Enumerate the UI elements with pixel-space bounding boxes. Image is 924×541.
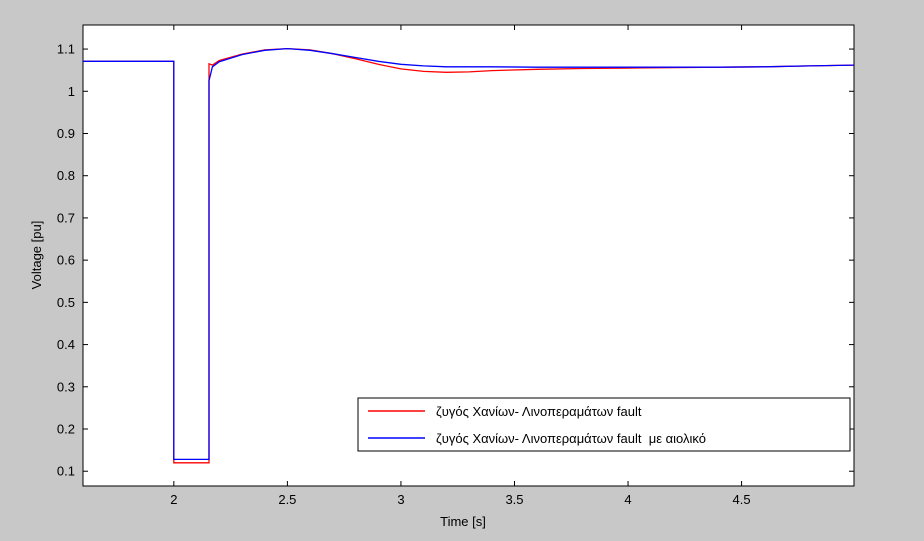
- series-line-1: [83, 47, 855, 461]
- legend-label-red: ζυγός Χανίων- Λινοπεραμάτων fault: [436, 404, 642, 419]
- y-tick-label: 0.6: [57, 253, 75, 268]
- x-tick-label: 4.5: [733, 492, 751, 507]
- y-tick-label: 0.4: [57, 337, 75, 352]
- y-tick-label: 1.1: [57, 42, 75, 57]
- x-tick-label: 3.5: [505, 492, 523, 507]
- legend-label-blue: ζυγός Χανίων- Λινοπεραμάτων fault με αιο…: [436, 431, 706, 446]
- ticks-layer: [83, 25, 854, 486]
- x-tick-label: 2.5: [278, 492, 296, 507]
- y-axis-label: Voltage [pu]: [29, 221, 44, 290]
- series-layer: [83, 47, 855, 464]
- legend: ζυγός Χανίων- Λινοπεραμάτων fault ζυγός …: [357, 397, 851, 452]
- x-tick-label: 3: [397, 492, 404, 507]
- x-axis-label: Time [s]: [440, 514, 486, 529]
- y-tick-label: 1: [68, 84, 75, 99]
- labels-layer: 2 2.5 3 3.5 4 4.5 0.1 0.2 0.3 0.4 0.5 0.6 0.7 0.8 0.9 1…: [57, 42, 751, 507]
- y-tick-label: 0.3: [57, 379, 75, 394]
- y-tick-label: 0.9: [57, 126, 75, 141]
- y-tick-label: 0.2: [57, 422, 75, 437]
- y-tick-label: 0.8: [57, 168, 75, 183]
- x-tick-label: 2: [170, 492, 177, 507]
- y-tick-label: 0.1: [57, 464, 75, 479]
- x-tick-label: 4: [624, 492, 631, 507]
- legend-box: [357, 397, 851, 452]
- y-tick-label: 0.7: [57, 210, 75, 225]
- y-tick-label: 0.5: [57, 295, 75, 310]
